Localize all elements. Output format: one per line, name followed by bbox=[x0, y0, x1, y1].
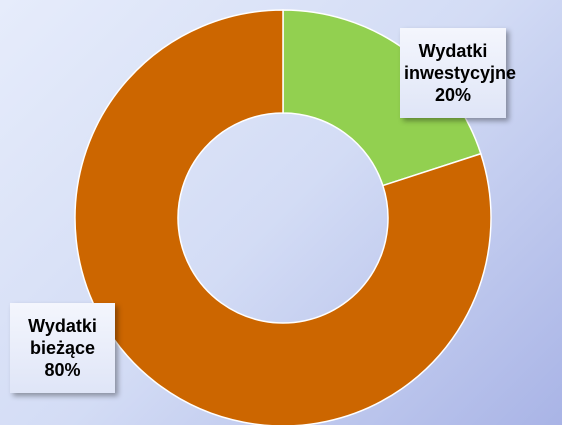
category-label: Wydatki bieżące bbox=[28, 316, 97, 358]
slice bbox=[74, 9, 492, 425]
value-label: 20% bbox=[434, 85, 472, 105]
slice bbox=[282, 9, 482, 187]
category-label: Wydatki inwestycyjne bbox=[404, 41, 517, 83]
data-label: Wydatki bieżące 80% bbox=[10, 303, 115, 393]
data-label: Wydatki inwestycyjne 20% bbox=[400, 28, 517, 118]
value-label: 80% bbox=[44, 360, 81, 380]
